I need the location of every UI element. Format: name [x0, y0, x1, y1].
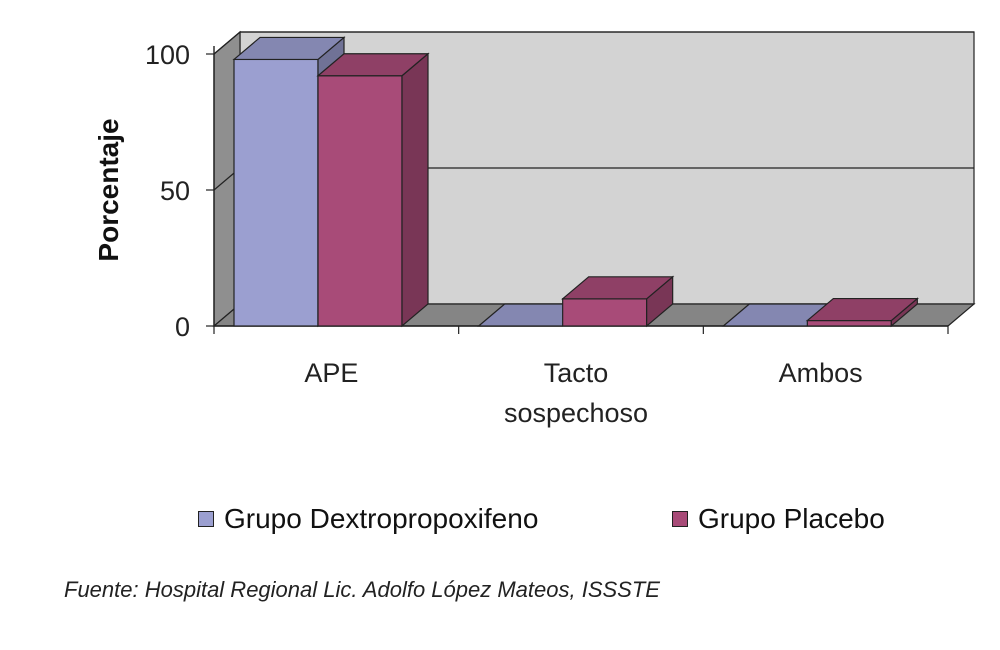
- bar-placebo-0-side: [401, 52, 429, 328]
- chart-plot: 0 50 100 APE Tacto sospechoso Ambos Porcentaj…: [93, 30, 976, 428]
- legend-label-dextropropoxifeno: Grupo Dextropropoxifeno: [224, 503, 539, 534]
- gridline-side-100: [213, 31, 241, 55]
- y-axis-label: Porcentaje: [93, 118, 124, 261]
- bar-dextropropoxifeno-0-top: [232, 36, 346, 61]
- category-labels: APE Tacto sospechoso Ambos: [304, 358, 862, 428]
- y-tick-label: 50: [160, 176, 190, 206]
- legend: Grupo Dextropropoxifeno Grupo Placebo: [0, 503, 1000, 543]
- bar-placebo-0-front: [317, 75, 403, 327]
- category-label: Tacto: [544, 358, 609, 388]
- category-label: sospechoso: [504, 398, 648, 428]
- category-label: APE: [304, 358, 358, 388]
- source-note: Fuente: Hospital Regional Lic. Adolfo Ló…: [64, 577, 660, 602]
- legend-item-placebo: Grupo Placebo: [672, 503, 885, 535]
- y-tick-label: 100: [145, 40, 190, 70]
- bar-placebo-1-front: [562, 298, 648, 327]
- legend-label-placebo: Grupo Placebo: [698, 503, 885, 534]
- bar-placebo-0-top: [316, 53, 430, 77]
- y-tick-labels: 0 50 100: [145, 40, 190, 342]
- bar-dextropropoxifeno-0-front: [233, 58, 319, 327]
- legend-item-dextropropoxifeno: Grupo Dextropropoxifeno: [198, 503, 538, 535]
- legend-swatch-dextropropoxifeno: [198, 511, 214, 527]
- bars: [232, 36, 919, 328]
- y-tick-label: 0: [175, 312, 190, 342]
- category-label: Ambos: [779, 358, 863, 388]
- legend-swatch-placebo: [672, 511, 688, 527]
- bar-placebo-2-front: [806, 319, 892, 327]
- bar-placebo-2-top: [805, 297, 919, 322]
- bar-placebo-1-top: [561, 276, 675, 300]
